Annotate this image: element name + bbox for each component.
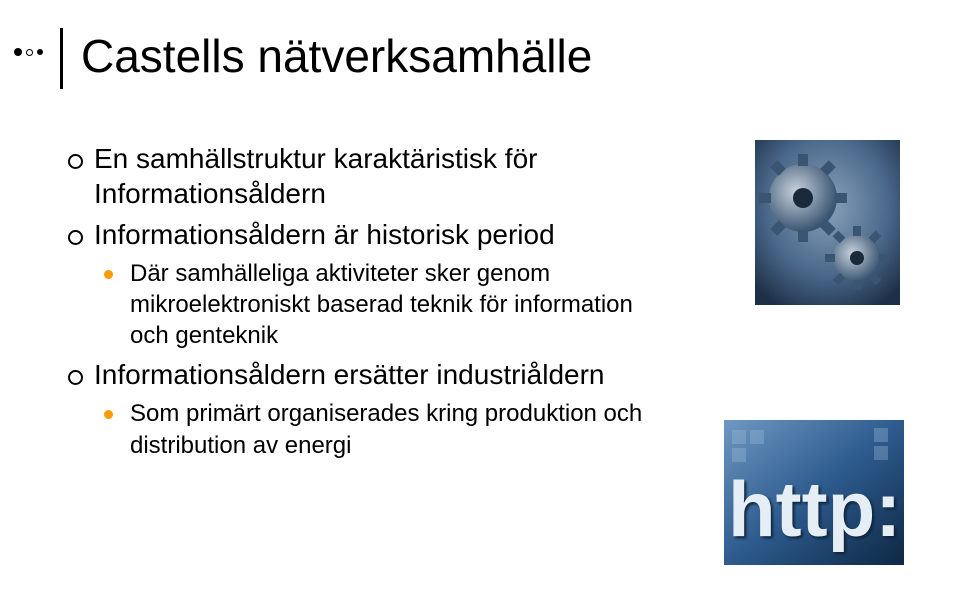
bullet-lvl1: Informationsåldern ersätter industriålde… (64, 357, 654, 460)
title-block: Castells nätverksamhälle (60, 28, 920, 89)
slide: Castells nätverksamhälle En samhällstruk… (0, 0, 960, 597)
bullet-lvl2: Som primärt organiserades kring produkti… (100, 398, 654, 460)
bullet-text: Informationsåldern ersätter industriålde… (94, 359, 604, 390)
bullet-lvl2: Där samhälleliga aktiviteter sker genom … (100, 258, 654, 352)
bullet-lvl1: Informationsåldern är historisk period D… (64, 217, 654, 352)
bullet-text: En samhällstruktur karaktäristisk för In… (94, 143, 537, 209)
slide-title: Castells nätverksamhälle (81, 28, 592, 89)
bullet-text: Informationsåldern är historisk period (94, 219, 555, 250)
title-border (60, 28, 63, 89)
http-text: http: (728, 465, 901, 553)
gears-image (755, 140, 900, 305)
bullet-lvl1: En samhällstruktur karaktäristisk för In… (64, 141, 654, 211)
bullet-text: Där samhälleliga aktiviteter sker genom … (130, 260, 633, 349)
title-decor-dots (14, 48, 43, 56)
bullet-text: Som primärt organiserades kring produkti… (130, 400, 642, 458)
content-body: En samhällstruktur karaktäristisk för In… (64, 141, 654, 461)
http-image: http: http: (724, 420, 904, 565)
